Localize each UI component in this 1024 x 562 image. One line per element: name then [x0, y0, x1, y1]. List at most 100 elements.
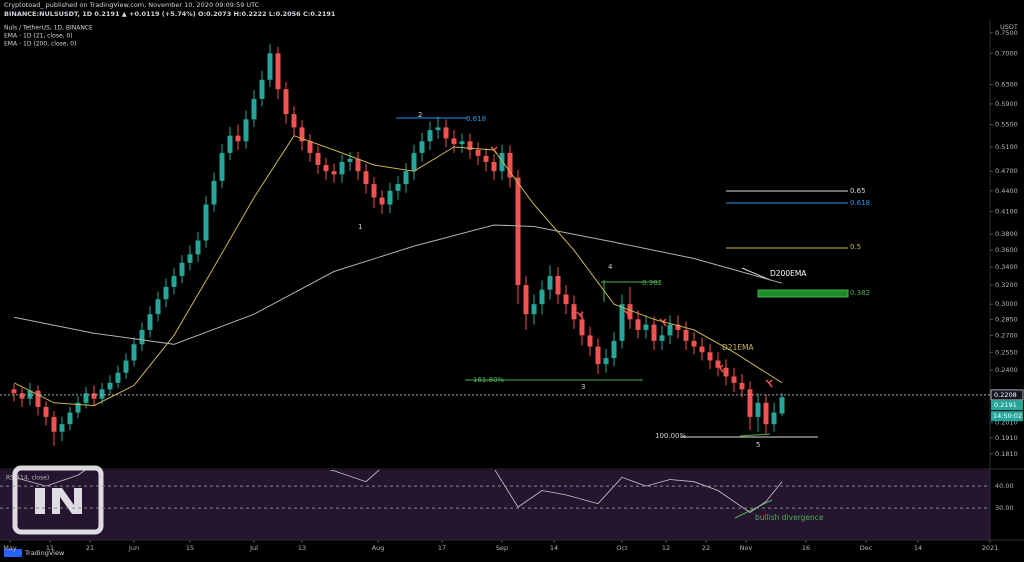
y-tick-label: 0.6300: [995, 80, 1018, 88]
candle-body: [683, 329, 689, 341]
candle-body: [507, 152, 513, 178]
rsi-title: RSI (14, close): [6, 475, 49, 482]
brand: TradingView: [4, 549, 65, 557]
ema-note: D21EMA: [722, 343, 755, 352]
candle-body: [35, 390, 41, 407]
x-tick-label: 13: [298, 544, 306, 552]
candle-body: [467, 141, 473, 150]
candle-body: [211, 180, 217, 205]
candle-body: [267, 53, 273, 80]
candle-body: [443, 127, 449, 139]
legend-ema200: EMA - 1D (200, close, 0): [4, 41, 76, 48]
candle-body: [331, 171, 337, 175]
candle-body: [203, 204, 209, 241]
rsi-tick-label: 30.00: [995, 504, 1014, 512]
y-tick-label: 0.4700: [995, 167, 1018, 175]
candle-body: [83, 393, 89, 403]
fib-label: 161.80%: [473, 376, 504, 384]
candle-body: [731, 376, 737, 383]
candle-body: [651, 324, 657, 341]
candle-body: [11, 389, 17, 394]
candle-body: [747, 389, 753, 417]
wave-label: 5: [756, 441, 760, 449]
candle-body: [347, 158, 353, 162]
x-tick-label: 22: [702, 544, 710, 552]
y-tick-label: 0.2400: [995, 366, 1018, 374]
wave-label: 2: [418, 111, 422, 119]
candle-body: [187, 254, 193, 263]
last-price-box: [991, 400, 1023, 411]
candle-body: [283, 89, 289, 115]
candle-body: [699, 346, 705, 353]
x-tick-label: 14: [550, 544, 558, 552]
candle-body: [147, 314, 153, 330]
candle-body: [611, 340, 617, 359]
divergence-note: bullish divergence: [755, 513, 824, 522]
y-tick-label: 0.2010: [995, 419, 1018, 427]
last-price-label: 0.2191: [994, 401, 1017, 409]
x-tick-label: 15: [186, 544, 194, 552]
x-tick-label: Nov: [740, 544, 753, 552]
candle-body: [107, 382, 113, 390]
candle-body: [91, 393, 97, 399]
candle-body: [435, 127, 441, 131]
y-tick-label: 0.3600: [995, 246, 1018, 254]
y-tick-label: 0.5100: [995, 143, 1018, 151]
y-tick-label: 0.4400: [995, 187, 1018, 195]
candle-body: [427, 130, 433, 142]
fib-label: 0.618: [850, 199, 870, 207]
candle-body: [227, 135, 233, 153]
y-tick-label: 0.1910: [995, 434, 1018, 442]
x-tick-label: Jul: [249, 544, 258, 552]
candle-body: [355, 158, 361, 172]
fib-label: 0.382: [642, 279, 662, 287]
candle-body: [235, 135, 241, 142]
candle-body: [99, 389, 105, 399]
candle-body: [123, 360, 129, 373]
candle-body: [491, 161, 497, 172]
x-tick-label: Aug: [372, 544, 385, 552]
candle-body: [643, 324, 649, 330]
candle-body: [619, 304, 625, 341]
candle-body: [219, 152, 225, 181]
x-tick-label: 12: [662, 544, 670, 552]
rsi-tick-label: 40.00: [995, 482, 1014, 490]
candle-body: [451, 138, 457, 145]
candle-body: [771, 412, 777, 425]
watermark: [12, 465, 104, 535]
x-tick-label: 11: [46, 544, 54, 552]
candle-body: [531, 304, 537, 315]
candle-body: [195, 240, 201, 255]
candle-body: [371, 184, 377, 198]
fib-label: 0.382: [850, 289, 870, 297]
x-tick-label: 2021: [982, 544, 999, 552]
ema-line: [13, 224, 783, 345]
rsi-plot: [13, 470, 783, 513]
ema-line: [13, 135, 783, 407]
candle-body: [43, 406, 49, 417]
candle-body: [755, 402, 761, 417]
countdown: 14:50:02: [993, 412, 1022, 420]
candle-body: [411, 152, 417, 172]
candle-body: [259, 79, 265, 99]
candle-body: [339, 161, 345, 175]
candle-body: [547, 275, 553, 290]
countdown-box: [991, 411, 1023, 422]
candle-body: [635, 319, 641, 330]
y-tick-label: 0.5900: [995, 100, 1018, 108]
candle-body: [171, 275, 177, 287]
currency: USDT: [1000, 23, 1018, 31]
candle-body: [59, 424, 65, 432]
y-tick-label: 0.2850: [995, 315, 1018, 323]
symbol-line: BINANCE:NULSUSDT, 1D 0.2191 ▲ +0.0119 (+…: [4, 10, 336, 18]
y-tick-label: 0.3800: [995, 230, 1018, 238]
candle-body: [395, 184, 401, 191]
y-tick-label: 0.2700: [995, 331, 1018, 339]
candle-body: [723, 367, 729, 377]
candle-body: [715, 360, 721, 368]
y-tick-label: 0.7000: [995, 49, 1018, 57]
price-line-label: 0.2208: [994, 391, 1017, 399]
candle-body: [779, 397, 785, 414]
candle-body: [315, 152, 321, 165]
